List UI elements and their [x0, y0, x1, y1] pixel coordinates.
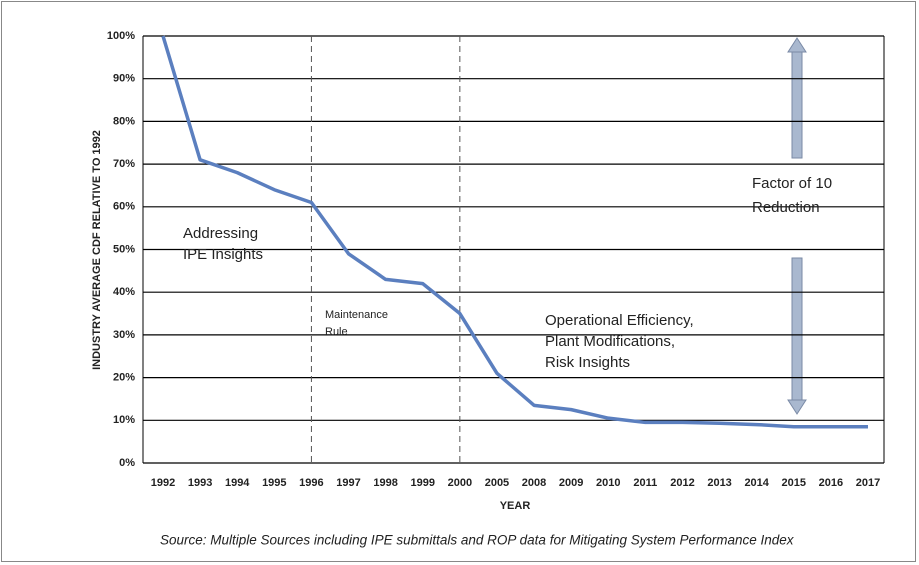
y-tick-label: 0% — [119, 457, 135, 469]
annotation: Addressing — [183, 225, 258, 242]
x-tick-label: 2000 — [448, 477, 472, 489]
x-tick-label: 1996 — [299, 477, 323, 489]
y-tick-label: 30% — [113, 329, 135, 341]
arrow-shaft — [791, 257, 803, 401]
annotation: Risk Insights — [545, 354, 630, 371]
x-tick-label: 1994 — [225, 477, 250, 489]
arrow-head — [787, 37, 807, 53]
y-tick-label: 70% — [113, 158, 135, 170]
x-tick-label: 2017 — [856, 477, 880, 489]
x-tick-label: 2014 — [744, 477, 769, 489]
annotation: Operational Efficiency, — [545, 312, 694, 329]
x-tick-label: 2008 — [522, 477, 546, 489]
data-line — [161, 35, 868, 429]
x-tick-label: 2011 — [633, 477, 657, 489]
y-tick-label: 40% — [113, 286, 135, 298]
y-tick-label: 20% — [113, 372, 135, 384]
x-tick-label: 1992 — [151, 477, 175, 489]
x-tick-label: 1995 — [262, 477, 286, 489]
y-tick-label: 80% — [113, 115, 135, 127]
y-axis-label: INDUSTRY AVERAGE CDF RELATIVE TO 1992 — [91, 130, 103, 370]
annotation: Plant Modifications, — [545, 333, 675, 350]
annotation: Factor of 10 — [752, 175, 832, 192]
y-tick-label: 10% — [113, 414, 135, 426]
x-tick-label: 1999 — [410, 477, 434, 489]
x-tick-label: 1997 — [336, 477, 360, 489]
x-tick-label: 2010 — [596, 477, 620, 489]
x-tick-label: 2012 — [670, 477, 694, 489]
arrow-shaft — [791, 51, 803, 159]
arrows — [787, 37, 807, 415]
x-axis-label: YEAR — [500, 500, 531, 512]
annotation: IPE Insights — [183, 246, 263, 263]
arrow-head — [787, 399, 807, 415]
x-tick-label: 2013 — [707, 477, 731, 489]
annotation: Maintenance — [325, 309, 388, 321]
x-tick-label: 1993 — [188, 477, 212, 489]
x-tick-label: 2015 — [782, 477, 806, 489]
x-tick-label: 1998 — [373, 477, 397, 489]
source-note: Source: Multiple Sources including IPE s… — [160, 533, 795, 548]
y-tick-label: 100% — [107, 30, 135, 42]
y-tick-label: 60% — [113, 201, 135, 213]
x-tick-label: 2009 — [559, 477, 583, 489]
y-tick-label: 50% — [113, 243, 135, 255]
annotation: Reduction — [752, 199, 820, 216]
annotation: Rule — [325, 326, 348, 338]
y-tick-label: 90% — [113, 73, 135, 85]
x-tick-label: 2016 — [819, 477, 843, 489]
x-tick-label: 2005 — [485, 477, 509, 489]
